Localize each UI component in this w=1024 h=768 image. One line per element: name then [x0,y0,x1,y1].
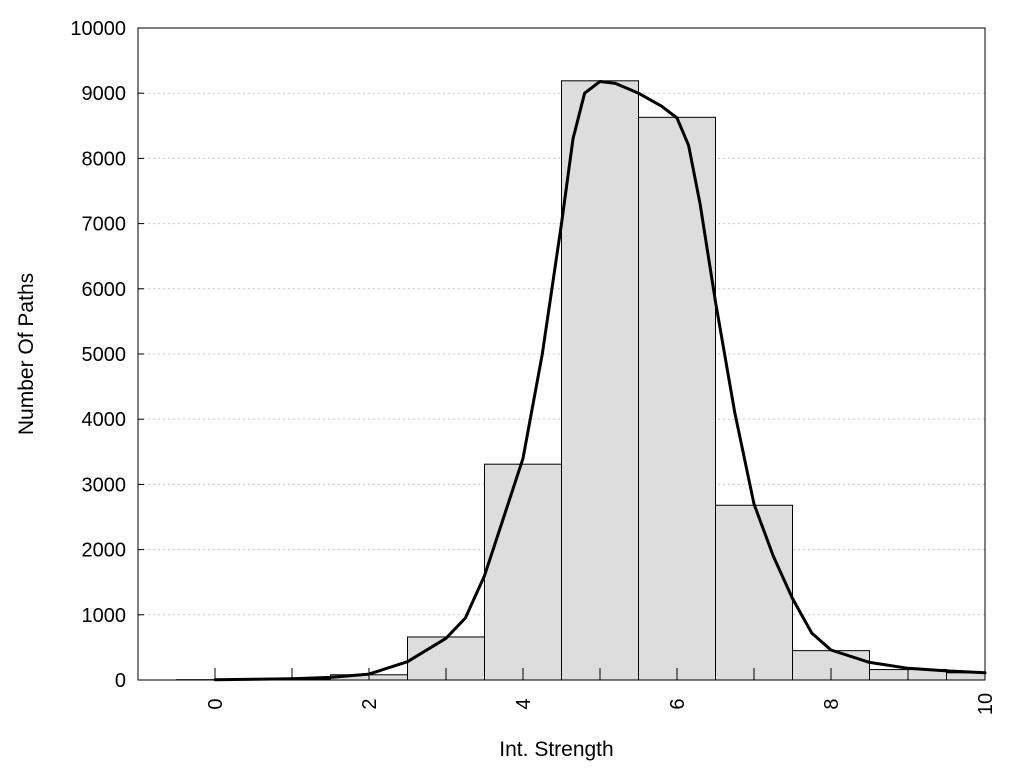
y-tick-label: 2000 [82,540,127,562]
histogram-bar [715,504,793,681]
fit-curve [213,80,987,682]
x-tick-label: 8 [821,698,843,709]
histogram-bar [638,116,716,681]
x-tick-label: 6 [667,698,689,709]
x-tick-label: 10 [975,693,997,715]
x-axis-label: Int. Strength [499,738,613,761]
y-tick-label: 10000 [70,18,126,40]
plot-frame [137,27,986,681]
x-tick-label: 2 [359,698,381,709]
y-tick-label: 7000 [82,214,127,236]
x-tick-label: 4 [513,698,535,709]
y-tick-label: 8000 [82,148,127,170]
x-tick-labels: 0 2 4 6 8 10 [205,693,997,715]
y-tick-label: 5000 [82,344,127,366]
y-tick-label: 3000 [82,474,127,496]
histogram-bar [561,80,639,681]
y-tick-label: 9000 [82,83,127,105]
y-tick-label: 6000 [82,279,127,301]
gridlines [138,92,985,616]
y-tick-label: 4000 [82,409,127,431]
y-tick-labels: 0 1000 2000 3000 4000 5000 6000 7000 8000 9000 100… [70,18,126,692]
fit-curve-line [213,80,987,682]
x-tick-label: 0 [205,698,227,709]
y-tick-label: 1000 [82,605,127,627]
y-axis-label: Number Of Paths [15,273,38,435]
y-tick-label: 0 [115,670,126,692]
histogram-bar [484,463,562,681]
